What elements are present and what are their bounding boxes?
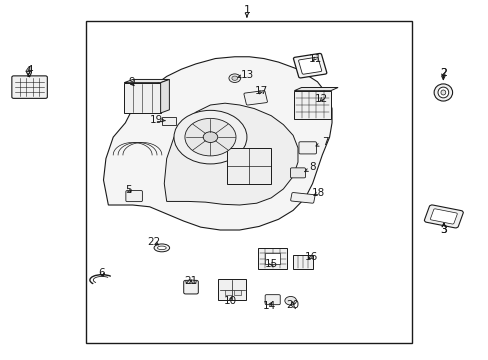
Bar xyxy=(292,255,312,269)
Bar xyxy=(124,83,160,113)
Circle shape xyxy=(203,132,217,143)
Text: 8: 8 xyxy=(304,162,316,172)
Text: 18: 18 xyxy=(311,188,325,198)
Circle shape xyxy=(184,118,236,156)
Polygon shape xyxy=(103,57,331,230)
Text: 5: 5 xyxy=(125,185,131,195)
Ellipse shape xyxy=(185,280,196,284)
Ellipse shape xyxy=(440,90,445,95)
Circle shape xyxy=(231,76,237,80)
Circle shape xyxy=(174,111,246,164)
Bar xyxy=(258,248,287,269)
Text: 4: 4 xyxy=(26,65,33,75)
Ellipse shape xyxy=(437,87,448,98)
Bar xyxy=(224,290,232,295)
Polygon shape xyxy=(160,80,169,113)
Text: 17: 17 xyxy=(254,86,267,96)
Polygon shape xyxy=(124,80,169,83)
Bar xyxy=(294,91,330,119)
Text: 4: 4 xyxy=(24,66,32,76)
Text: 3: 3 xyxy=(440,225,446,235)
FancyBboxPatch shape xyxy=(244,91,267,105)
FancyBboxPatch shape xyxy=(183,280,198,294)
FancyBboxPatch shape xyxy=(429,209,456,224)
Bar xyxy=(218,279,246,300)
Text: 12: 12 xyxy=(315,94,328,104)
Text: 6: 6 xyxy=(99,268,105,278)
Polygon shape xyxy=(164,103,297,205)
Bar xyxy=(86,21,411,342)
Bar xyxy=(162,117,176,125)
Text: 9: 9 xyxy=(128,77,134,87)
Text: 2: 2 xyxy=(439,68,446,78)
Text: 11: 11 xyxy=(308,54,321,64)
Polygon shape xyxy=(294,87,337,91)
FancyBboxPatch shape xyxy=(12,76,47,98)
FancyBboxPatch shape xyxy=(298,57,321,74)
Bar xyxy=(233,290,241,295)
Text: 1: 1 xyxy=(243,5,250,15)
Bar xyxy=(265,253,280,264)
Circle shape xyxy=(228,74,240,82)
Text: 19: 19 xyxy=(149,115,165,125)
Ellipse shape xyxy=(157,246,166,249)
Ellipse shape xyxy=(154,244,169,252)
Text: 15: 15 xyxy=(264,259,277,269)
Bar xyxy=(227,148,271,184)
FancyBboxPatch shape xyxy=(298,142,316,154)
Ellipse shape xyxy=(433,84,452,101)
Text: 7: 7 xyxy=(315,137,328,147)
Text: 20: 20 xyxy=(286,300,299,310)
Text: 2: 2 xyxy=(439,68,446,78)
Text: 16: 16 xyxy=(304,252,317,262)
Text: 13: 13 xyxy=(237,69,254,80)
Text: 21: 21 xyxy=(184,276,197,286)
FancyBboxPatch shape xyxy=(125,190,142,202)
Text: 14: 14 xyxy=(263,301,276,311)
FancyBboxPatch shape xyxy=(293,53,326,78)
Text: 3: 3 xyxy=(440,225,447,235)
FancyBboxPatch shape xyxy=(290,168,305,178)
Text: 10: 10 xyxy=(224,296,237,306)
Circle shape xyxy=(285,296,296,305)
Text: 22: 22 xyxy=(147,237,161,247)
FancyBboxPatch shape xyxy=(264,295,280,305)
FancyBboxPatch shape xyxy=(290,193,314,203)
FancyBboxPatch shape xyxy=(424,205,462,228)
